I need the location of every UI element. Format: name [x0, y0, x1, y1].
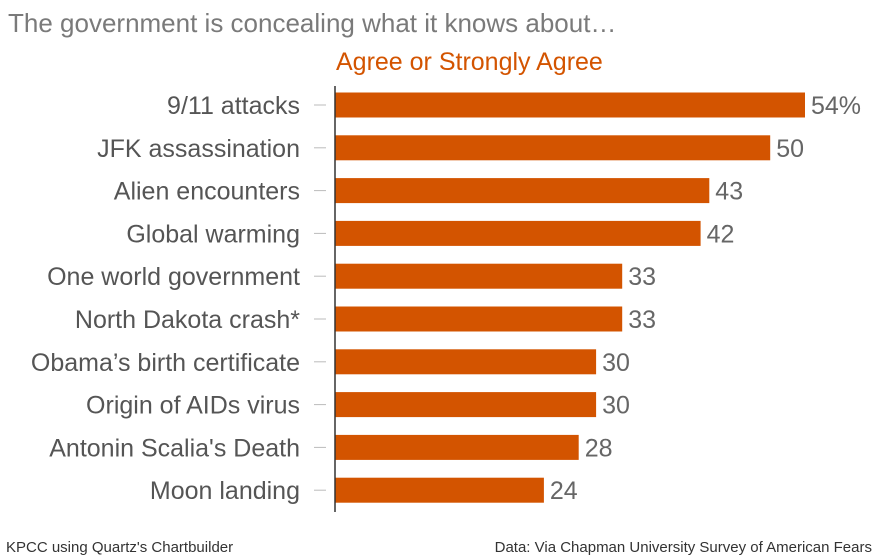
bars-group: 9/11 attacks 54% JFK assassination 50 Alien …	[31, 92, 861, 505]
footer-credit: KPCC using Quartz's Chartbuilder	[6, 539, 233, 556]
series-label: Agree or Strongly Agree	[336, 48, 603, 76]
bar	[335, 434, 579, 460]
bar	[335, 392, 597, 418]
value-label: 24	[550, 477, 578, 505]
bar	[335, 178, 710, 204]
footer-source: Data: Via Chapman University Survey of A…	[495, 539, 872, 556]
value-label: 43	[715, 178, 743, 206]
value-label: 54%	[811, 92, 861, 120]
category-label: Alien encounters	[114, 178, 300, 206]
category-label: JFK assassination	[97, 135, 300, 163]
category-label: Antonin Scalia's Death	[49, 434, 300, 462]
value-label: 50	[776, 135, 804, 163]
value-label: 28	[585, 434, 613, 462]
value-label: 42	[707, 220, 735, 248]
bar	[335, 220, 701, 246]
bar	[335, 477, 544, 503]
category-label: Moon landing	[150, 477, 300, 505]
bar	[335, 349, 597, 375]
category-label: Global warming	[126, 220, 300, 248]
bar	[335, 92, 805, 118]
value-label: 30	[602, 392, 630, 420]
category-label: One world government	[47, 263, 300, 291]
value-label: 30	[602, 349, 630, 377]
chart-title: The government is concealing what it kno…	[8, 8, 616, 38]
value-label: 33	[628, 263, 656, 291]
category-label: Obama’s birth certificate	[31, 349, 300, 377]
value-label: 33	[628, 306, 656, 334]
bar	[335, 135, 771, 161]
category-label: 9/11 attacks	[167, 92, 300, 120]
bar	[335, 306, 623, 332]
bar	[335, 263, 623, 289]
category-label: North Dakota crash*	[75, 306, 300, 334]
category-label: Origin of AIDs virus	[86, 392, 300, 420]
